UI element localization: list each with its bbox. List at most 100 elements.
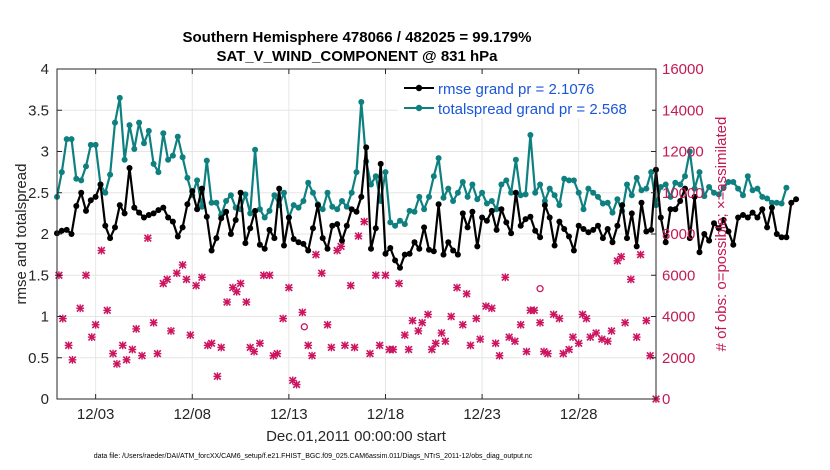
point-rmse bbox=[261, 245, 268, 252]
y-tick-label: 3.5 bbox=[28, 102, 49, 119]
obs-assimilated-marker bbox=[167, 327, 175, 335]
point-rmse bbox=[744, 214, 751, 221]
obs-assimilated-marker bbox=[617, 252, 626, 261]
point-rmse bbox=[285, 214, 292, 221]
point-rmse bbox=[430, 248, 437, 255]
point-rmse bbox=[783, 234, 790, 241]
y-axis-label: rmse and totalspread bbox=[13, 164, 30, 305]
point-rmse bbox=[508, 230, 515, 237]
point-rmse bbox=[566, 233, 572, 240]
point-totalspread bbox=[498, 181, 505, 188]
obs-assimilated-marker bbox=[68, 355, 77, 364]
obs-assimilated-marker bbox=[543, 349, 552, 358]
point-rmse bbox=[599, 235, 606, 242]
point-totalspread bbox=[92, 141, 99, 148]
obs-assimilated-marker bbox=[437, 329, 446, 337]
obs-assimilated-marker bbox=[462, 289, 471, 298]
point-totalspread bbox=[551, 192, 558, 199]
point-totalspread bbox=[121, 156, 128, 163]
point-rmse bbox=[778, 234, 785, 241]
point-rmse bbox=[334, 221, 341, 228]
obs-assimilated-marker bbox=[431, 339, 440, 348]
obs-assimilated-marker bbox=[64, 341, 73, 350]
obs-assimilated-marker bbox=[232, 287, 241, 296]
point-rmse bbox=[768, 204, 775, 211]
obs-assimilated-marker bbox=[565, 345, 573, 354]
obs-assimilated-marker bbox=[317, 269, 326, 278]
obs-assimilated-marker bbox=[97, 246, 106, 255]
point-rmse bbox=[83, 207, 89, 214]
point-totalspread bbox=[387, 219, 394, 226]
point-rmse bbox=[512, 189, 519, 196]
point-rmse bbox=[203, 213, 210, 220]
obs-assimilated-marker bbox=[279, 314, 287, 323]
point-totalspread bbox=[300, 198, 307, 204]
obs-assimilated-marker bbox=[491, 339, 500, 348]
point-rmse bbox=[628, 210, 635, 217]
point-rmse bbox=[232, 217, 239, 223]
obs-assimilated-marker bbox=[182, 275, 191, 284]
legend-totalspread-marker bbox=[415, 104, 423, 112]
point-rmse bbox=[633, 243, 640, 250]
obs-assimilated-marker bbox=[607, 327, 616, 335]
point-rmse bbox=[363, 144, 370, 151]
obs-assimilated-marker bbox=[559, 349, 568, 358]
point-rmse bbox=[155, 207, 162, 214]
point-totalspread bbox=[464, 193, 471, 200]
point-totalspread bbox=[261, 214, 268, 221]
obs-assimilated-marker bbox=[495, 351, 504, 360]
point-totalspread bbox=[648, 169, 655, 176]
point-totalspread bbox=[353, 169, 360, 176]
obs-assimilated-marker bbox=[511, 337, 519, 346]
point-rmse bbox=[300, 240, 307, 247]
point-totalspread bbox=[116, 94, 123, 101]
obs-assimilated-marker bbox=[250, 347, 258, 356]
obs-assimilated-marker bbox=[186, 331, 195, 339]
point-totalspread bbox=[213, 199, 220, 206]
obs-assimilated-marker bbox=[516, 320, 525, 329]
legend-box bbox=[398, 74, 652, 118]
point-totalspread bbox=[324, 189, 331, 196]
point-totalspread bbox=[406, 207, 413, 214]
point-totalspread bbox=[643, 185, 650, 192]
obs-assimilated-marker bbox=[346, 281, 355, 290]
point-rmse bbox=[638, 199, 645, 206]
obs-assimilated-marker bbox=[505, 333, 514, 342]
point-totalspread bbox=[633, 174, 640, 181]
point-rmse bbox=[503, 219, 510, 226]
point-rmse bbox=[590, 226, 597, 233]
point-rmse bbox=[213, 235, 220, 242]
point-totalspread bbox=[488, 198, 495, 204]
point-totalspread bbox=[469, 181, 476, 188]
point-rmse bbox=[227, 231, 234, 237]
point-totalspread bbox=[165, 156, 172, 163]
obs-assimilated-marker bbox=[118, 341, 127, 350]
point-rmse bbox=[256, 241, 263, 248]
y-right-tick-label: 12000 bbox=[662, 144, 704, 161]
point-totalspread bbox=[440, 194, 447, 201]
point-totalspread bbox=[759, 193, 766, 200]
obs-assimilated-marker bbox=[447, 312, 456, 321]
obs-assimilated-marker bbox=[242, 298, 251, 306]
obs-assimilated-marker bbox=[549, 310, 558, 319]
point-totalspread bbox=[348, 189, 355, 196]
point-totalspread bbox=[764, 195, 771, 202]
point-rmse bbox=[136, 209, 143, 216]
point-totalspread bbox=[730, 179, 737, 185]
obs-assimilated-marker bbox=[536, 318, 544, 327]
obs-assimilated-marker bbox=[586, 333, 595, 342]
y-right-tick-label: 10000 bbox=[662, 185, 704, 202]
obs-assimilated-marker bbox=[360, 217, 369, 226]
point-rmse bbox=[401, 251, 408, 258]
point-totalspread bbox=[595, 193, 601, 200]
point-totalspread bbox=[546, 185, 553, 192]
point-rmse bbox=[725, 228, 732, 235]
point-rmse bbox=[174, 233, 181, 240]
point-rmse bbox=[377, 160, 384, 167]
obs-assimilated-marker bbox=[192, 281, 201, 290]
point-rmse bbox=[483, 217, 490, 224]
point-rmse bbox=[711, 220, 717, 227]
point-totalspread bbox=[208, 199, 215, 206]
point-totalspread bbox=[426, 193, 432, 200]
point-rmse bbox=[754, 214, 761, 221]
